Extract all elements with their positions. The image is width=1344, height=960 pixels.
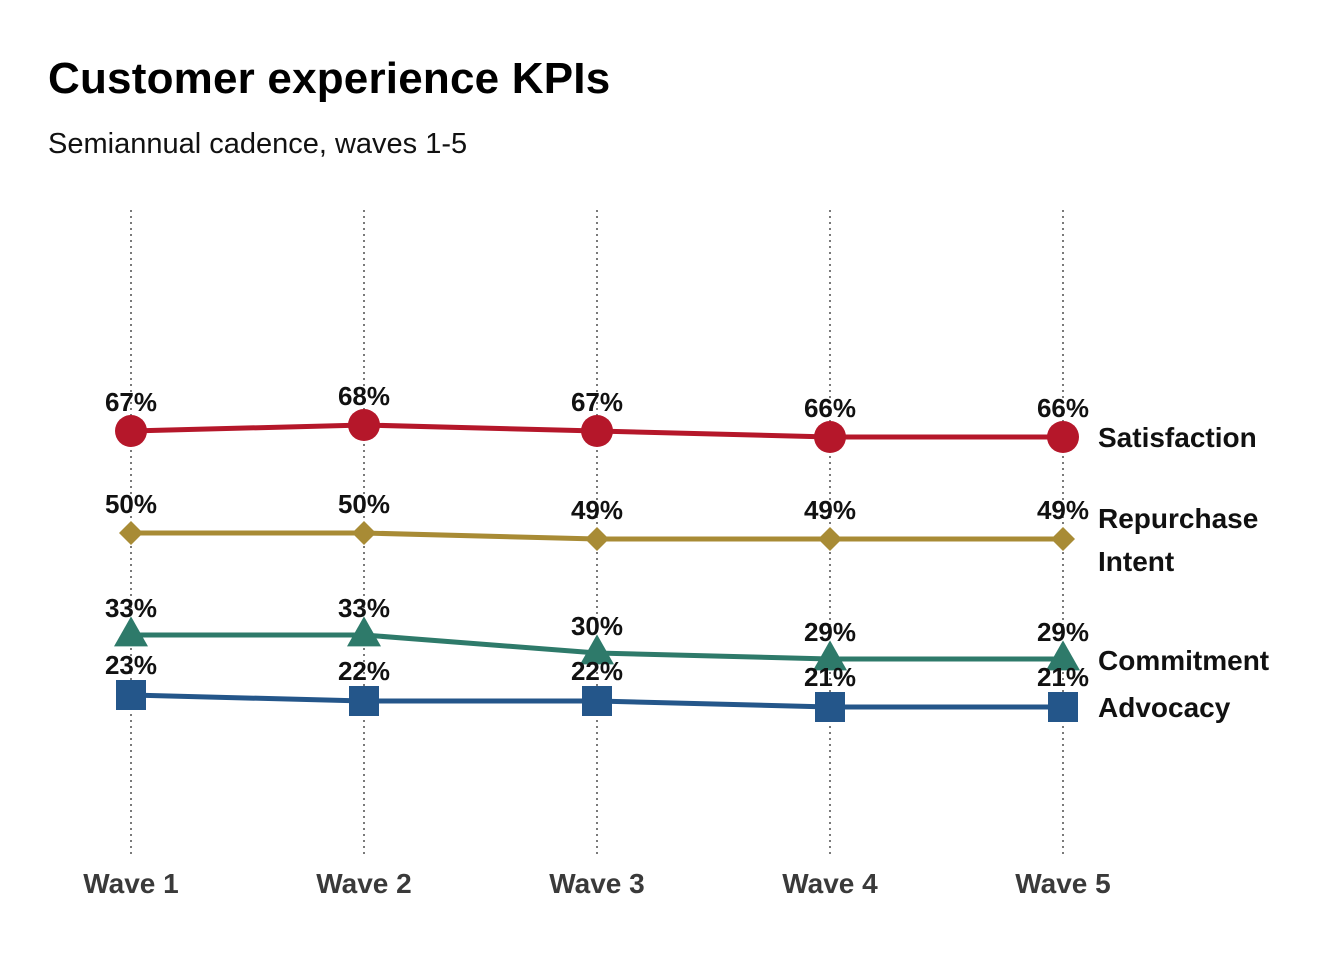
series-name-label: Commitment <box>1098 645 1269 676</box>
x-tick-label: Wave 3 <box>549 868 644 899</box>
x-axis: Wave 1 Wave 2 Wave 3 Wave 4 Wave 5 <box>83 868 1110 899</box>
marker-diamond <box>818 527 842 551</box>
data-label: 67% <box>105 387 157 417</box>
data-label: 22% <box>338 656 390 686</box>
data-label: 66% <box>804 393 856 423</box>
marker-triangle <box>347 616 381 647</box>
data-label: 50% <box>338 489 390 519</box>
marker-circle <box>581 415 613 447</box>
marker-square <box>815 692 845 722</box>
data-label: 21% <box>1037 662 1089 692</box>
marker-square <box>116 680 146 710</box>
series-commitment <box>114 616 1080 671</box>
data-label: 33% <box>105 593 157 623</box>
x-tick-label: Wave 1 <box>83 868 178 899</box>
marker-square <box>1048 692 1078 722</box>
marker-diamond <box>585 527 609 551</box>
data-label: 29% <box>1037 617 1089 647</box>
series-satisfaction <box>115 409 1079 453</box>
data-label: 49% <box>571 495 623 525</box>
series-name-label: Satisfaction <box>1098 422 1257 453</box>
marker-square <box>582 686 612 716</box>
data-label: 29% <box>804 617 856 647</box>
data-label: 49% <box>804 495 856 525</box>
data-label: 67% <box>571 387 623 417</box>
data-label: 22% <box>571 656 623 686</box>
marker-circle <box>348 409 380 441</box>
data-label: 49% <box>1037 495 1089 525</box>
marker-square <box>349 686 379 716</box>
data-label: 21% <box>804 662 856 692</box>
chart-subtitle: Semiannual cadence, waves 1-5 <box>48 128 468 160</box>
series-name-label: Advocacy <box>1098 692 1231 723</box>
data-label: 50% <box>105 489 157 519</box>
series-advocacy <box>116 680 1078 722</box>
x-tick-label: Wave 2 <box>316 868 411 899</box>
series-name-label: Intent <box>1098 546 1174 577</box>
data-label: 33% <box>338 593 390 623</box>
marker-circle <box>814 421 846 453</box>
marker-triangle <box>580 634 614 665</box>
data-label: 30% <box>571 611 623 641</box>
x-tick-label: Wave 5 <box>1015 868 1110 899</box>
chart-title: Customer experience KPIs <box>48 54 611 103</box>
series-name-label: Repurchase <box>1098 503 1258 534</box>
marker-circle <box>115 415 147 447</box>
marker-diamond <box>352 521 376 545</box>
marker-triangle <box>1046 640 1080 671</box>
data-label: 68% <box>338 381 390 411</box>
marker-triangle <box>813 640 847 671</box>
x-tick-label: Wave 4 <box>782 868 878 899</box>
series-repurchase-intent <box>119 521 1075 551</box>
marker-circle <box>1047 421 1079 453</box>
marker-diamond <box>1051 527 1075 551</box>
data-label: 66% <box>1037 393 1089 423</box>
data-label: 23% <box>105 650 157 680</box>
data-labels: 67% 68% 67% 66% 66% Satisfaction 50% 50% 49% 49% 4… <box>105 381 1269 723</box>
marker-triangle <box>114 616 148 647</box>
series-lines <box>114 409 1080 722</box>
marker-diamond <box>119 521 143 545</box>
